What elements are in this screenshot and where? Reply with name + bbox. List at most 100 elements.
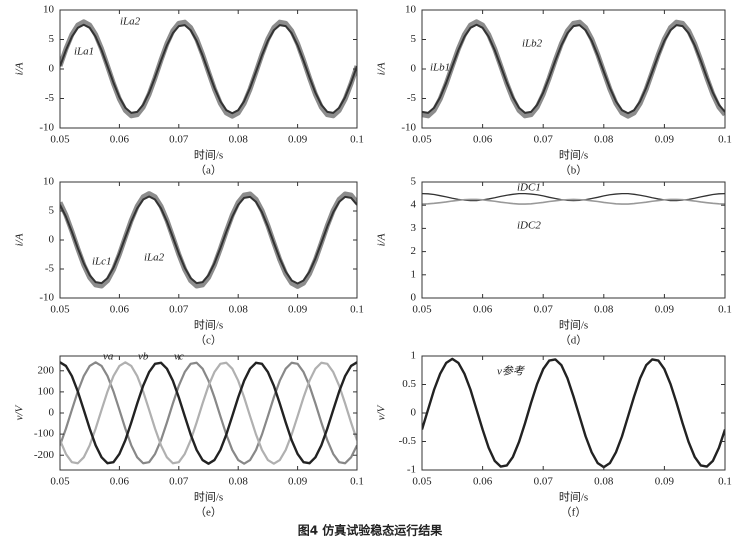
- plot-area: [422, 192, 725, 205]
- y-tick-label: 3: [411, 222, 417, 234]
- x-tick-label: 0.05: [50, 134, 70, 146]
- series-line: [60, 191, 357, 289]
- x-tick-label: 0.08: [229, 134, 249, 146]
- y-tick-label: -1: [407, 464, 416, 476]
- y-axis-label: v/V: [14, 404, 26, 420]
- y-tick-label: -200: [34, 449, 55, 461]
- plot-area: [60, 361, 357, 465]
- x-tick-label: 0.09: [288, 134, 308, 146]
- x-tick-label: 0.06: [473, 476, 493, 488]
- x-tick-label: 0.05: [412, 476, 432, 488]
- y-tick-label: 0: [49, 234, 55, 246]
- x-axis-label: 时间/s: [559, 491, 588, 504]
- x-tick-label: 0.09: [655, 304, 675, 316]
- y-tick-label: -5: [45, 263, 55, 275]
- series-label: iLa2: [120, 16, 141, 28]
- x-axis-label: 时间/s: [559, 319, 588, 332]
- series-label: va: [103, 351, 114, 363]
- series-label: vc: [174, 351, 184, 363]
- x-tick-label: 0.1: [350, 304, 364, 316]
- y-tick-label: 0: [49, 407, 55, 419]
- x-tick-label: 0.05: [50, 304, 70, 316]
- x-tick-label: 0.06: [110, 304, 130, 316]
- y-axis-label: i/A: [376, 233, 388, 246]
- x-tick-label: 0.1: [718, 476, 732, 488]
- y-axis-label: i/A: [14, 62, 26, 75]
- x-tick-label: 0.07: [534, 134, 554, 146]
- series-line: [422, 19, 725, 119]
- y-tick-label: 200: [38, 364, 55, 376]
- y-tick-label: -5: [407, 92, 417, 104]
- x-tick-label: 0.09: [288, 476, 308, 488]
- x-tick-label: 0.1: [350, 134, 364, 146]
- series-line: [60, 195, 357, 285]
- y-tick-label: -0.5: [399, 435, 417, 447]
- x-axis-label: 时间/s: [194, 491, 223, 504]
- x-tick-label: 0.06: [473, 134, 493, 146]
- y-axis-label: i/A: [376, 62, 388, 75]
- y-axis-label: v/V: [376, 404, 388, 420]
- panel-label: （a）: [195, 164, 222, 177]
- plot-area: [60, 19, 357, 119]
- x-tick-label: 0.1: [718, 304, 732, 316]
- x-tick-label: 0.07: [534, 304, 554, 316]
- panel-label: （f）: [561, 506, 587, 519]
- panel-label: （e）: [195, 506, 222, 519]
- y-tick-label: 0: [411, 63, 417, 75]
- y-tick-label: 0: [49, 63, 55, 75]
- x-axis-label: 时间/s: [559, 149, 588, 162]
- x-tick-label: 0.07: [169, 134, 189, 146]
- x-tick-label: 0.08: [594, 134, 614, 146]
- x-tick-label: 0.08: [594, 476, 614, 488]
- axes-box: [421, 181, 726, 299]
- x-tick-label: 0.09: [288, 304, 308, 316]
- y-tick-label: 1: [411, 350, 417, 362]
- x-tick-label: 0.08: [594, 304, 614, 316]
- series-label: v参考: [497, 365, 525, 378]
- y-tick-label: 10: [405, 4, 417, 16]
- series-label: iDC1: [517, 182, 541, 194]
- series-label: iLb2: [522, 38, 543, 50]
- series-label: iDC2: [517, 220, 541, 232]
- x-tick-label: 0.08: [229, 304, 249, 316]
- y-tick-label: 2: [411, 245, 417, 257]
- x-tick-label: 0.1: [350, 476, 364, 488]
- y-tick-label: 1: [411, 268, 417, 280]
- x-tick-label: 0.07: [534, 476, 554, 488]
- x-axis-label: 时间/s: [194, 149, 223, 162]
- series-line: [60, 361, 357, 465]
- y-tick-label: 5: [411, 33, 417, 45]
- series-line: [422, 23, 725, 115]
- x-tick-label: 0.07: [169, 304, 189, 316]
- series-line: [60, 361, 357, 465]
- y-tick-label: 100: [38, 385, 55, 397]
- y-tick-label: 0: [411, 407, 417, 419]
- figure-caption: 图4 仿真试验稳态运行结果: [298, 523, 443, 538]
- series-line: [60, 23, 357, 115]
- series-label: iLb1: [430, 62, 450, 74]
- series-label: iLa1: [74, 46, 94, 58]
- y-tick-label: 5: [49, 33, 55, 45]
- y-tick-label: 5: [411, 176, 417, 188]
- x-axis-label: 时间/s: [194, 319, 223, 332]
- y-tick-label: -10: [39, 122, 54, 134]
- y-tick-label: -10: [39, 292, 54, 304]
- y-tick-label: 0.5: [402, 378, 416, 390]
- plot-area: [422, 19, 725, 119]
- x-tick-label: 0.08: [229, 476, 249, 488]
- x-tick-label: 0.09: [655, 476, 675, 488]
- y-tick-label: 10: [43, 4, 55, 16]
- series-line: [422, 357, 725, 469]
- plot-area: [60, 191, 357, 289]
- y-tick-label: -100: [34, 428, 55, 440]
- y-tick-label: 5: [49, 205, 55, 217]
- y-axis-label: i/A: [14, 233, 26, 246]
- x-tick-label: 0.05: [412, 304, 432, 316]
- panel-label: （b）: [560, 164, 588, 177]
- x-tick-label: 0.1: [718, 134, 732, 146]
- series-label: iLc1: [92, 256, 112, 268]
- x-tick-label: 0.06: [473, 304, 493, 316]
- series-line: [422, 192, 725, 202]
- x-tick-label: 0.05: [412, 134, 432, 146]
